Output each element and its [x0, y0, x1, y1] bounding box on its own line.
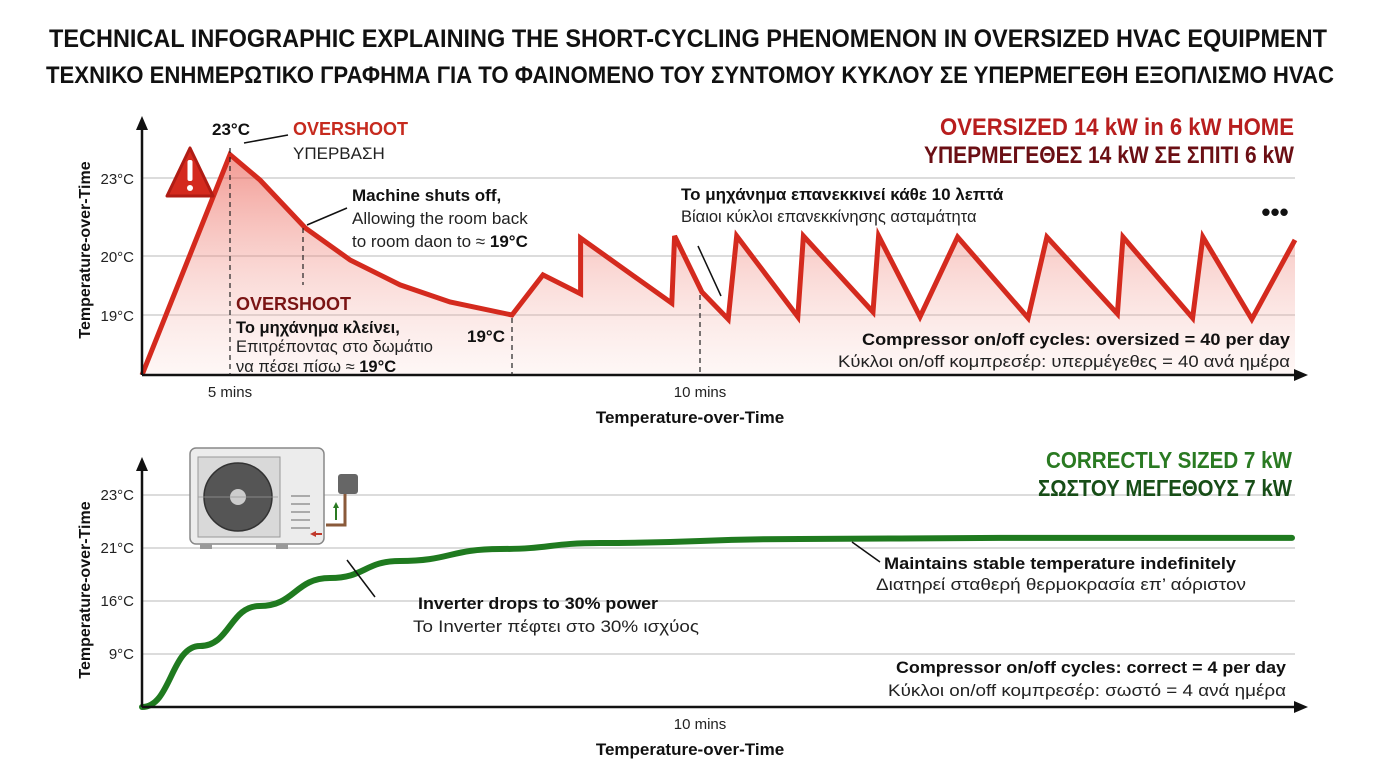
outdoor-ac-unit-icon	[189, 447, 358, 549]
x-axis-arrow	[1294, 701, 1308, 713]
oversized-area-fill	[142, 154, 1295, 375]
peak-label: 23°C	[212, 120, 250, 139]
y-tick-label: 16°C	[100, 593, 134, 610]
main-subtitle: ΤΕΧΝΙΚΟ ΕΝΗΜΕΡΩΤΙΚΟ ΓΡΑΦΗΜΑ ΓΙΑ ΤΟ ΦΑΙΝΟ…	[46, 62, 1334, 89]
y-axis-arrow	[136, 116, 148, 130]
warning-triangle-icon	[165, 146, 215, 198]
chart-title: OVERSIZED 14 kW in 6 kW HOME	[940, 114, 1294, 141]
y-tick-label: 9°C	[109, 646, 134, 663]
restart-title: Το μηχάνημα επανεκκινεί κάθε 10 λεπτά	[681, 185, 1004, 204]
shutoff-greek-line3-text: να πέσει πίσω ≈	[236, 358, 359, 376]
y-tick-label: 23°C	[100, 171, 134, 188]
y-tick-label: 20°C	[100, 249, 134, 266]
cycles-label-greek: Κύκλοι on/off κομπρεσέρ: υπερμέγεθες = 4…	[838, 353, 1291, 371]
ellipsis-icon: •••	[1261, 197, 1288, 227]
y-axis-label: Temperature-over-Time	[77, 161, 94, 338]
overshoot2-label: OVERSHOOT	[236, 294, 351, 314]
y-axis-arrow	[136, 457, 148, 471]
x-axis-label: Temperature-over-Time	[596, 740, 784, 759]
y-axis-label: Temperature-over-Time	[77, 501, 94, 678]
chart-subtitle: ΣΩΣΤΟΥ ΜΕΓΕΘΟΥΣ 7 kW	[1038, 475, 1292, 501]
oversized-temperature-line	[139, 150, 1298, 376]
x-axis-label: Temperature-over-Time	[596, 408, 784, 427]
stable-label: Maintains stable temperature indefinitel…	[884, 555, 1237, 573]
shutoff-line3-text: to room daon to ≈	[352, 232, 490, 251]
correct-chart: 23°C 21°C 16°C 9°C Temperature-over-Time…	[77, 447, 1308, 759]
stable-label-greek: Διατηρεί σταθερή θερμοκρασία επ’ αόριστο…	[876, 576, 1246, 594]
overshoot-label-greek: ΥΠΕΡΒΑΣΗ	[293, 144, 385, 163]
shutoff-temp: 19°C	[490, 232, 528, 251]
y-tick-label: 19°C	[100, 308, 134, 325]
x-tick-label: 10 mins	[674, 384, 727, 401]
shutoff-line2: Allowing the room back	[352, 209, 528, 228]
shutoff-greek-line2: Επιτρέποντας στο δωμάτιο	[236, 338, 433, 356]
chart-subtitle: ΥΠΕΡΜΕΓΕΘΕΣ 14 kW ΣΕ ΣΠΙΤΙ 6 kW	[924, 142, 1294, 169]
correct-temperature-line	[139, 534, 1295, 710]
cycles-label: Compressor on/off cycles: correct = 4 pe…	[896, 659, 1287, 677]
x-tick-label: 10 mins	[674, 716, 727, 733]
restart-leader	[697, 245, 722, 297]
cycles-label-greek: Κύκλοι on/off κομπρεσέρ: σωστό = 4 ανά η…	[888, 682, 1287, 700]
shutoff-line3: to room daon to ≈ 19°C	[352, 232, 528, 251]
overshoot-label: OVERSHOOT	[293, 119, 408, 139]
shutoff-greek-line3: να πέσει πίσω ≈ 19°C	[236, 358, 396, 376]
x-axis-arrow	[1294, 369, 1308, 381]
chart-title: CORRECTLY SIZED 7 kW	[1046, 447, 1292, 473]
y-tick-label: 21°C	[100, 540, 134, 557]
inverter-label: Inverter drops to 30% power	[418, 594, 658, 613]
restart-subtitle: Βίαιοι κύκλοι επανεκκίνησης ασταμάτητα	[681, 208, 977, 226]
shutoff-leader	[306, 207, 348, 226]
cycles-label: Compressor on/off cycles: oversized = 40…	[862, 331, 1291, 349]
inverter-label-greek: Το Inverter πέφτει στο 30% ισχύος	[413, 617, 699, 636]
stable-leader	[851, 541, 881, 563]
oversized-chart: 23°C 20°C 19°C Temperature-over-Time 5 m…	[77, 114, 1308, 427]
shutoff-greek-temp: 19°C	[359, 358, 396, 376]
main-title: TECHNICAL INFOGRAPHIC EXPLAINING THE SHO…	[49, 25, 1327, 53]
shutoff-greek-title: Το μηχάνημα κλείνει,	[236, 319, 400, 337]
minimum-label: 19°C	[467, 327, 505, 346]
x-tick-label: 5 mins	[208, 384, 252, 401]
y-tick-label: 23°C	[100, 487, 134, 504]
overshoot-leader	[243, 134, 289, 144]
shutoff-title: Machine shuts off,	[352, 186, 501, 205]
inverter-leader	[346, 559, 376, 598]
